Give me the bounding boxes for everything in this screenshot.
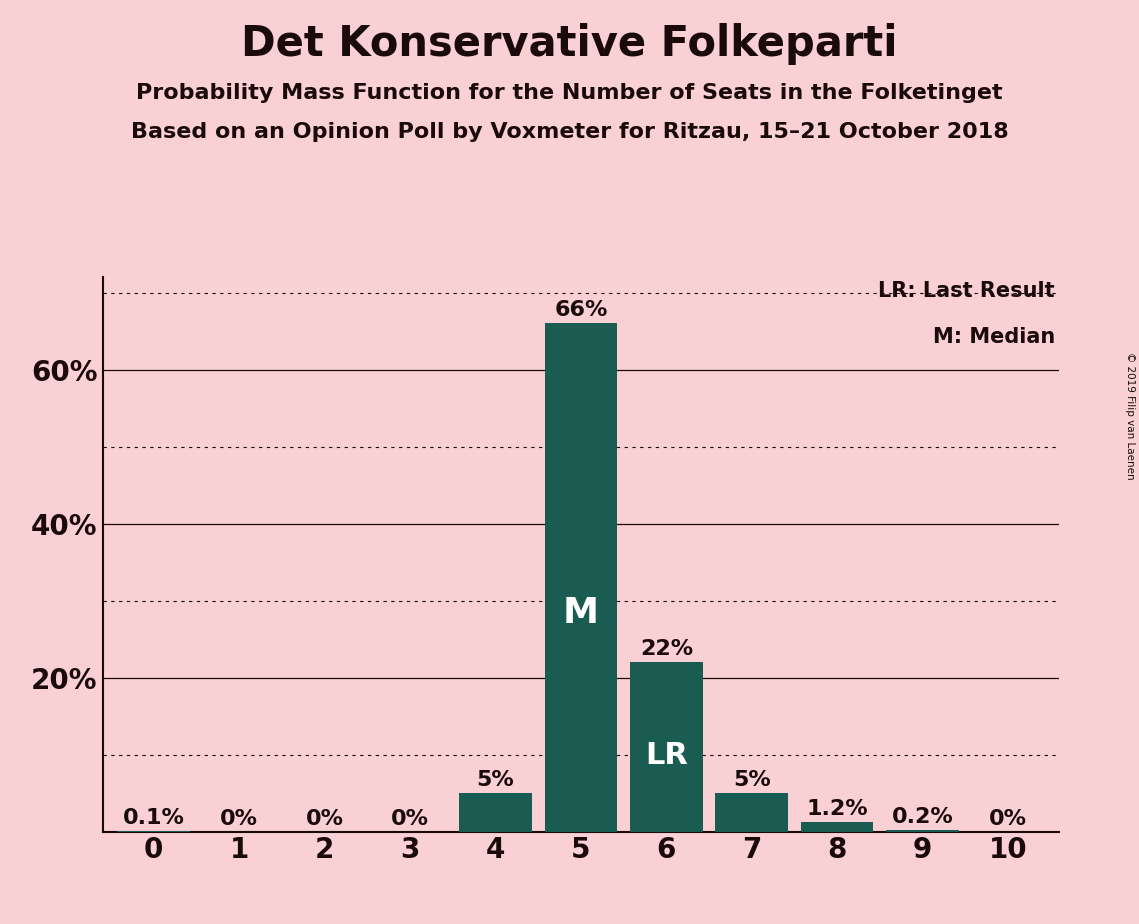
Text: 0.2%: 0.2% (892, 807, 953, 827)
Text: M: Median: M: Median (933, 327, 1055, 347)
Text: 5%: 5% (476, 770, 515, 790)
Text: 22%: 22% (640, 639, 693, 659)
Bar (459, 793, 532, 832)
Text: 66%: 66% (555, 300, 607, 321)
Text: Det Konservative Folkeparti: Det Konservative Folkeparti (241, 23, 898, 65)
Text: Based on an Opinion Poll by Voxmeter for Ritzau, 15–21 October 2018: Based on an Opinion Poll by Voxmeter for… (131, 122, 1008, 142)
Text: M: M (563, 596, 599, 630)
Bar (544, 323, 617, 832)
Text: 0%: 0% (220, 808, 259, 829)
Text: 0%: 0% (391, 808, 429, 829)
Text: LR: Last Result: LR: Last Result (878, 281, 1055, 301)
Text: 0%: 0% (305, 808, 344, 829)
Text: © 2019 Filip van Laenen: © 2019 Filip van Laenen (1125, 352, 1134, 480)
Text: 0.1%: 0.1% (123, 808, 185, 828)
Bar (886, 830, 959, 832)
Bar (715, 793, 788, 832)
Bar (630, 663, 703, 832)
Text: 0%: 0% (989, 808, 1027, 829)
Text: 5%: 5% (732, 770, 771, 790)
Bar (801, 822, 874, 832)
Text: LR: LR (645, 741, 688, 770)
Text: 1.2%: 1.2% (806, 799, 868, 820)
Text: Probability Mass Function for the Number of Seats in the Folketinget: Probability Mass Function for the Number… (137, 83, 1002, 103)
